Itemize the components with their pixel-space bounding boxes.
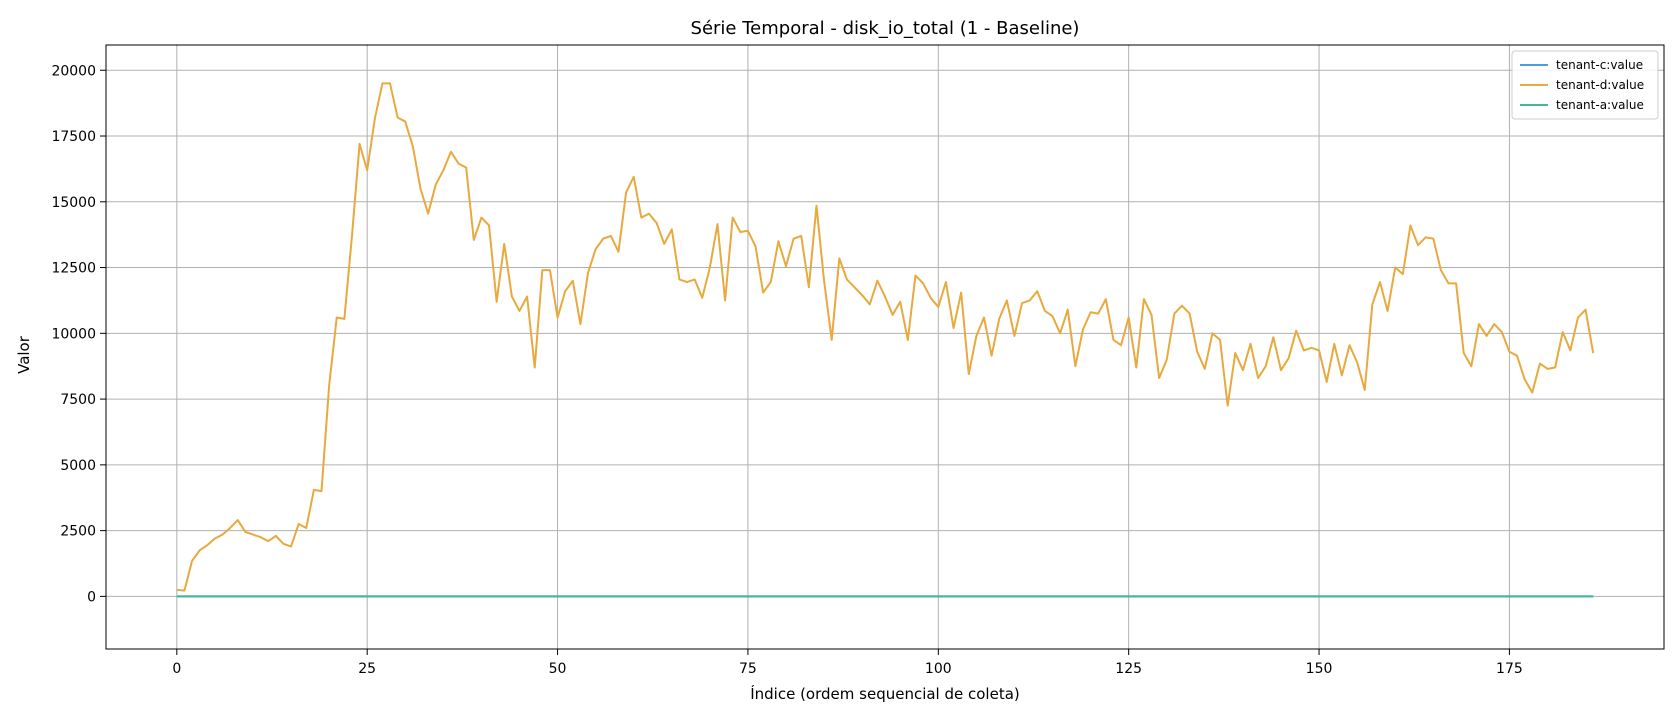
y-tick-label: 10000: [51, 326, 96, 342]
y-axis-ticks: 0 2500 5000 7500 10000 12500 15000 17500 20000: [51, 63, 106, 605]
y-tick-label: 0: [87, 589, 96, 605]
x-tick-label: 150: [1306, 661, 1333, 677]
x-tick-label: 175: [1496, 661, 1523, 677]
y-axis-label: Valor: [15, 335, 33, 374]
y-tick-label: 15000: [51, 195, 96, 211]
x-tick-label: 100: [925, 661, 952, 677]
x-tick-label: 125: [1115, 661, 1142, 677]
legend-label: tenant-c:value: [1556, 58, 1643, 72]
series-lines: [176, 82, 1595, 598]
series-line-tenant-d-value: [176, 82, 1595, 592]
y-tick-label: 12500: [51, 261, 96, 277]
x-axis-label: Índice (ordem sequencial de coleta): [750, 684, 1020, 703]
y-tick-label: 17500: [51, 129, 96, 145]
x-tick-label: 25: [358, 661, 376, 677]
plot-area-frame: [105, 44, 1665, 650]
legend-label: tenant-a:value: [1556, 98, 1644, 112]
chart-title: Série Temporal - disk_io_total (1 - Base…: [691, 18, 1080, 39]
x-tick-label: 75: [739, 661, 757, 677]
y-tick-label: 5000: [60, 458, 96, 474]
legend-box: [1511, 50, 1659, 120]
y-tick-label: 2500: [60, 524, 96, 540]
x-tick-label: 50: [549, 661, 567, 677]
x-axis-ticks: 0 25 50 75 100 125 150 175: [172, 649, 1523, 677]
y-tick-label: 20000: [51, 63, 96, 79]
y-tick-label: 7500: [60, 392, 96, 408]
x-tick-label: 0: [172, 661, 181, 677]
legend-label: tenant-d:value: [1556, 78, 1644, 92]
legend: tenant-c:value tenant-d:value tenant-a:val…: [1511, 50, 1659, 120]
